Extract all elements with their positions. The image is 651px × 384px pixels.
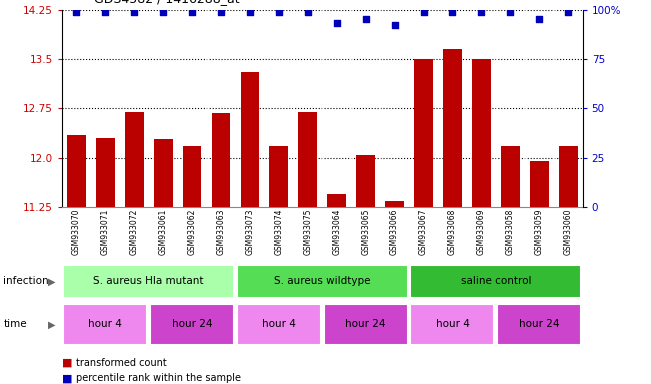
Point (303, 8, 313, 15)
Bar (414, 59, 433, 207)
Point (129, 8, 139, 15)
Point (563, 8, 574, 15)
Text: S. aureus wildtype: S. aureus wildtype (274, 276, 370, 286)
Bar (96, 138, 115, 207)
Point (476, 8, 486, 15)
Point (447, 8, 458, 15)
Point (158, 8, 169, 15)
Text: GDS4582 / 1416288_at: GDS4582 / 1416288_at (94, 0, 240, 5)
Bar (67, 135, 86, 207)
Text: ■: ■ (62, 358, 72, 368)
Bar (356, 155, 375, 207)
Point (389, 22, 400, 28)
Bar (270, 146, 288, 207)
Bar (497, 304, 581, 345)
Text: saline control: saline control (461, 276, 531, 286)
Bar (501, 146, 519, 207)
Bar (472, 59, 491, 207)
Text: hour 24: hour 24 (346, 319, 386, 329)
Point (215, 8, 226, 15)
Text: ▶: ▶ (48, 319, 55, 329)
Bar (385, 201, 404, 207)
Bar (63, 265, 234, 298)
Text: infection: infection (3, 276, 49, 286)
Text: transformed count: transformed count (76, 358, 167, 368)
Bar (411, 265, 581, 298)
Text: S. aureus Hla mutant: S. aureus Hla mutant (93, 276, 204, 286)
Bar (559, 146, 577, 207)
Point (245, 8, 255, 15)
Bar (240, 72, 259, 207)
Text: time: time (3, 319, 27, 329)
Bar (183, 146, 201, 207)
Point (100, 8, 111, 15)
Point (273, 8, 284, 15)
Text: hour 24: hour 24 (172, 319, 212, 329)
Bar (237, 304, 321, 345)
Point (71, 8, 81, 15)
Bar (125, 112, 144, 207)
Bar (150, 304, 234, 345)
Bar (324, 304, 408, 345)
Point (331, 20, 342, 26)
Point (505, 8, 516, 15)
Text: ▶: ▶ (48, 276, 55, 286)
Bar (327, 194, 346, 207)
Bar (212, 113, 230, 207)
Point (534, 17, 544, 23)
Bar (411, 304, 494, 345)
Point (361, 17, 371, 23)
Text: hour 4: hour 4 (262, 319, 296, 329)
Bar (63, 304, 147, 345)
Text: hour 4: hour 4 (89, 319, 122, 329)
Text: hour 24: hour 24 (519, 319, 559, 329)
Bar (237, 265, 408, 298)
Bar (298, 112, 317, 207)
Text: hour 4: hour 4 (436, 319, 469, 329)
Bar (443, 49, 462, 207)
Point (419, 8, 429, 15)
Bar (154, 139, 173, 207)
Text: percentile rank within the sample: percentile rank within the sample (76, 373, 241, 383)
Point (187, 8, 197, 15)
Text: ■: ■ (62, 373, 72, 383)
Bar (530, 161, 549, 207)
